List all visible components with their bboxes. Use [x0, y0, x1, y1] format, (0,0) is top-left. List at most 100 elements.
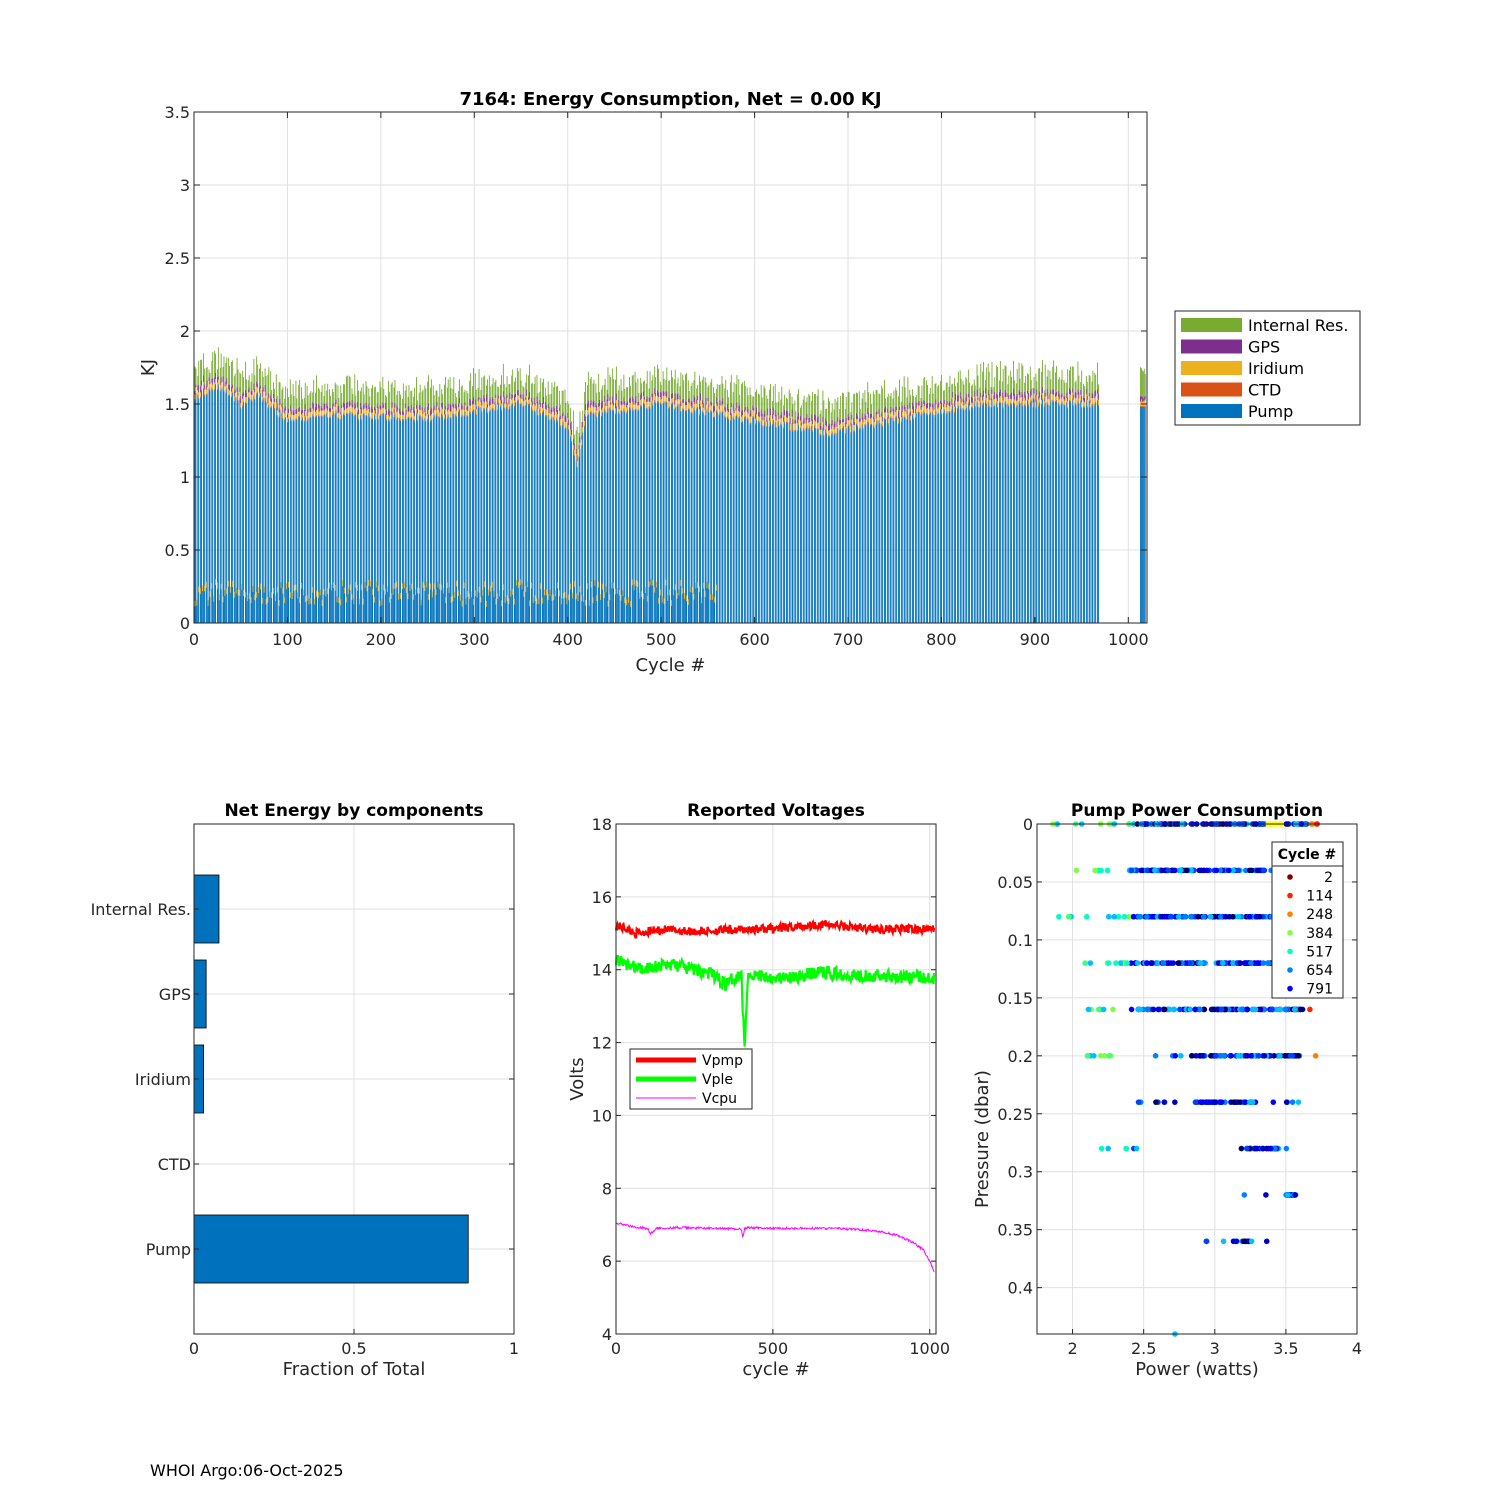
energy-bar-segment — [198, 392, 200, 398]
energy-bar-segment — [472, 403, 474, 410]
energy-bar-segment — [691, 401, 693, 409]
energy-bar-segment — [282, 419, 284, 623]
energy-bar-segment — [487, 407, 488, 413]
pump-point — [1137, 1006, 1144, 1013]
energy-bar-segment — [851, 425, 853, 623]
energy-bar-segment — [739, 395, 741, 405]
energy-bar-segment — [418, 414, 420, 416]
energy-bar-segment — [540, 402, 542, 407]
energy-bar-segment — [568, 404, 570, 420]
energy-bar-segment — [247, 396, 249, 398]
energy-bar-segment — [570, 436, 572, 438]
energy-bar-segment — [721, 375, 723, 402]
energy-bar-segment — [862, 417, 864, 423]
energy-bar-segment — [444, 418, 445, 420]
energy-bar-segment — [708, 412, 710, 623]
energy-legend-label: GPS — [1248, 338, 1280, 357]
energy-bar-segment — [609, 396, 611, 401]
energy-bar-segment — [469, 405, 471, 412]
energy-bar-segment — [1094, 405, 1096, 623]
energy-low-bar-iridium — [458, 590, 459, 597]
energy-bar-segment — [284, 418, 286, 421]
energy-bar-segment — [811, 420, 813, 426]
energy-bar-segment — [764, 421, 766, 623]
energy-bar-segment — [599, 399, 601, 407]
energy-bar-segment — [942, 413, 944, 623]
energy-bar-segment — [1010, 394, 1012, 399]
energy-bar-segment — [816, 423, 818, 428]
energy-low-bar-iridium — [598, 581, 600, 588]
energy-bar-segment — [547, 415, 549, 623]
energy-bar-segment — [478, 406, 480, 408]
energy-bar-segment — [903, 376, 905, 405]
energy-low-bar-pump — [390, 598, 392, 623]
energy-bar-segment — [455, 404, 457, 409]
energy-bar-segment — [346, 401, 348, 409]
energy-bar-segment — [271, 406, 273, 408]
energy-low-bar-iridium — [497, 593, 499, 600]
energy-bar-segment — [806, 425, 808, 427]
energy-bar-segment — [634, 371, 636, 401]
energy-bar-segment — [865, 420, 867, 425]
energy-bar-segment — [303, 416, 305, 421]
energy-bar-segment — [553, 411, 555, 417]
energy-low-bar-pump — [538, 604, 540, 623]
energy-bar-segment — [1027, 393, 1028, 400]
pump-point — [1277, 1006, 1284, 1013]
energy-low-bar-pump — [626, 605, 628, 623]
energy-bar-segment — [876, 419, 878, 421]
energy-low-bar-iridium — [676, 592, 678, 599]
energy-low-bar-pump — [342, 586, 344, 623]
energy-bar-segment — [677, 393, 679, 400]
energy-bar-segment — [862, 422, 864, 429]
energy-bar-segment — [1035, 407, 1037, 409]
energy-bar-segment — [756, 419, 757, 421]
energy-bar-segment — [601, 411, 603, 413]
energy-bar-segment — [713, 416, 715, 419]
energy-bar-segment — [705, 409, 707, 411]
energy-bar-segment — [744, 410, 746, 416]
energy-bar-segment — [450, 411, 452, 418]
energy-bar-segment — [960, 409, 962, 623]
energy-bar-segment — [327, 410, 329, 417]
energy-bar-segment — [662, 390, 664, 397]
energy-low-bar-pump — [659, 595, 661, 623]
energy-bar-segment — [1035, 394, 1037, 402]
energy-bar-segment — [251, 395, 253, 401]
energy-bar-segment — [845, 396, 847, 418]
energy-bar-segment — [514, 381, 515, 395]
energy-bar-segment — [432, 418, 434, 623]
energy-bar-segment — [259, 392, 260, 397]
energy-bar-segment — [811, 414, 813, 421]
energy-low-bar-pump — [437, 587, 439, 623]
energy-bar-segment — [615, 405, 617, 407]
energy-bar-segment — [430, 410, 431, 416]
energy-bar-segment — [354, 415, 356, 623]
energy-bar-segment — [798, 389, 800, 413]
energy-bar-segment — [298, 384, 300, 409]
energy-bar-segment — [626, 386, 628, 404]
energy-bar-segment — [1089, 407, 1091, 623]
energy-bar-segment — [1008, 398, 1010, 406]
pump-point — [1195, 913, 1202, 920]
energy-bar-segment — [760, 421, 762, 623]
energy-bar-segment — [564, 415, 566, 422]
energy-bar-segment — [472, 404, 473, 411]
energy-bar-segment — [753, 410, 755, 417]
energy-bar-segment — [604, 410, 606, 412]
energy-low-bar-iridium — [678, 589, 680, 596]
energy-bar-segment — [220, 388, 222, 390]
energy-bar-segment — [1038, 406, 1040, 623]
energy-bar-segment — [711, 378, 713, 403]
energy-bar-segment — [452, 407, 454, 413]
energy-low-bar-pump — [517, 587, 519, 623]
energy-bar-segment — [907, 409, 909, 415]
energy-bar-segment — [1047, 395, 1049, 400]
energy-bar-segment — [562, 422, 564, 623]
energy-bar-segment — [940, 409, 942, 623]
energy-low-bar-pump — [486, 606, 487, 623]
energy-bar-segment — [943, 390, 945, 400]
energy-bar-segment — [264, 391, 266, 398]
energy-bar-segment — [906, 397, 908, 411]
energy-bar-segment — [589, 412, 591, 623]
